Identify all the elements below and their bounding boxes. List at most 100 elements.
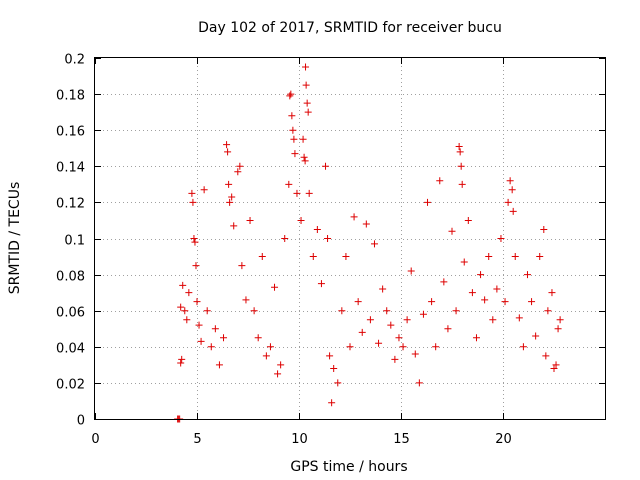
data-point <box>288 112 296 120</box>
data-point <box>407 267 415 275</box>
data-point <box>277 361 285 369</box>
x-tick-label: 15 <box>393 432 410 447</box>
chart-title: Day 102 of 2017, SRMTID for receiver buc… <box>198 20 502 36</box>
data-point <box>254 334 262 342</box>
data-point <box>250 307 258 315</box>
ticks-layer: 0 0.02 0.04 0.06 0.08 0.1 0.12 0.14 0.16 0.18 0.2 0… <box>56 53 605 447</box>
data-point <box>195 321 203 329</box>
data-point <box>178 355 186 363</box>
data-point <box>328 399 336 407</box>
data-point <box>440 278 448 286</box>
data-point <box>523 271 531 279</box>
data-point <box>464 216 472 224</box>
data-point <box>215 361 223 369</box>
data-point <box>185 289 193 297</box>
data-point <box>293 189 301 197</box>
data-point <box>497 235 505 242</box>
data-point <box>203 307 211 315</box>
data-point <box>303 99 311 107</box>
x-tick-label: 5 <box>193 432 201 447</box>
data-point <box>387 321 395 329</box>
data-point <box>432 343 440 351</box>
data-point <box>370 240 378 248</box>
data-point <box>548 289 556 297</box>
y-tick-label: 0.16 <box>56 125 85 140</box>
data-point <box>554 325 562 333</box>
y-tick-label: 0.2 <box>64 53 85 68</box>
data-point <box>189 198 197 206</box>
data-point <box>289 126 297 134</box>
data-point <box>286 92 294 100</box>
data-point <box>223 141 231 149</box>
data-point <box>225 180 233 188</box>
x-tick-label: 0 <box>91 432 99 447</box>
data-point <box>302 81 310 89</box>
y-tick-label: 0.1 <box>64 234 85 249</box>
x-tick-label: 20 <box>495 432 512 447</box>
data-point <box>493 285 501 293</box>
x-axis-title: GPS time / hours <box>290 459 407 475</box>
data-point <box>540 225 548 233</box>
data-point <box>489 316 497 324</box>
data-point <box>179 281 187 289</box>
data-point <box>411 350 419 358</box>
data-point <box>191 238 199 246</box>
points-layer <box>174 63 564 423</box>
data-point <box>519 343 527 351</box>
y-tick-label: 0.02 <box>56 378 85 393</box>
y-tick-label: 0.08 <box>56 270 85 285</box>
data-point <box>366 316 374 324</box>
data-point <box>181 307 189 315</box>
data-point <box>436 177 444 185</box>
data-point <box>297 216 305 224</box>
data-point <box>193 298 201 306</box>
data-point <box>528 298 536 306</box>
data-point <box>322 162 330 170</box>
data-point <box>448 227 456 235</box>
data-point <box>455 142 463 150</box>
data-point <box>220 334 228 342</box>
data-point <box>346 343 354 351</box>
data-point <box>452 307 460 315</box>
data-point <box>338 307 346 315</box>
data-point <box>200 186 208 194</box>
data-point <box>317 280 325 288</box>
data-point <box>226 198 234 206</box>
data-point <box>238 262 246 270</box>
data-point <box>207 343 215 351</box>
data-point <box>224 148 232 156</box>
data-point <box>271 283 279 291</box>
data-point <box>334 379 342 387</box>
y-tick-label: 0 <box>77 414 85 429</box>
data-point <box>444 325 452 333</box>
data-point <box>258 253 266 261</box>
data-point <box>192 262 200 270</box>
data-point <box>542 352 550 360</box>
data-point <box>472 334 480 342</box>
data-point <box>501 298 509 306</box>
data-point <box>477 271 485 279</box>
data-point <box>305 189 313 197</box>
data-point <box>391 355 399 363</box>
data-point <box>299 135 307 143</box>
data-point <box>504 198 512 206</box>
data-point <box>375 339 383 347</box>
y-tick-label: 0.06 <box>56 306 85 321</box>
data-point <box>458 180 466 188</box>
y-tick-label: 0.12 <box>56 197 85 212</box>
data-point <box>511 253 519 261</box>
data-point <box>460 258 468 266</box>
data-point <box>456 148 464 156</box>
data-point <box>177 359 185 367</box>
data-point <box>190 235 198 242</box>
y-tick-label: 0.18 <box>56 89 85 104</box>
data-point <box>419 310 427 318</box>
data-point <box>234 168 242 176</box>
data-point <box>290 135 298 143</box>
data-point <box>228 193 236 201</box>
data-point <box>313 225 321 233</box>
data-point <box>230 222 238 230</box>
data-point <box>399 343 407 351</box>
data-point <box>304 108 312 116</box>
